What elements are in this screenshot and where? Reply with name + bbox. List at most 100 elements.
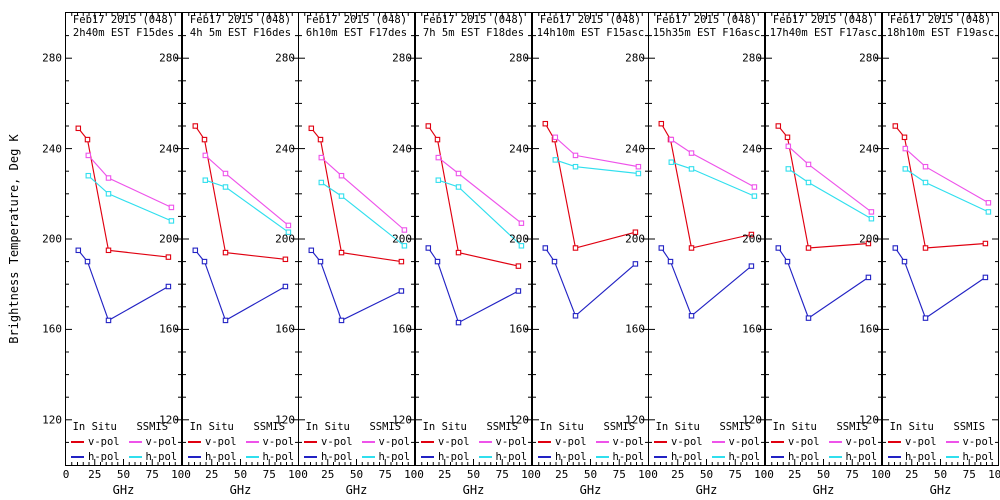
legend-entry-label: v-pol — [262, 435, 295, 448]
data-point-marker — [865, 274, 872, 281]
x-tick-label: 0 — [62, 468, 70, 481]
legend-entry-ssmis-hpol: h-pol — [707, 451, 765, 463]
series-in-situ-v-pol — [308, 125, 405, 265]
data-point-marker — [518, 220, 525, 226]
data-point-marker — [105, 175, 112, 181]
y-tick-label: 160 — [275, 322, 295, 336]
legend-line-swatch — [595, 440, 609, 443]
legend-entry-label: h-pol — [905, 450, 937, 463]
data-point-marker — [751, 193, 758, 199]
x-tick-label: 75 — [845, 468, 859, 481]
data-point-marker — [285, 222, 292, 229]
data-point-marker — [285, 229, 292, 235]
x-axis-title: GHz — [462, 483, 485, 497]
plot-area-svg — [883, 13, 998, 465]
y-tick-label: 200 — [42, 232, 62, 246]
legend-entry-label: h-pol — [845, 450, 878, 463]
y-tick-label: 200 — [742, 232, 762, 246]
axis-ticks — [299, 13, 414, 465]
data-point-marker — [318, 179, 325, 186]
y-tick-label: 280 — [159, 51, 179, 65]
y-tick-label: 280 — [625, 51, 645, 65]
plot-area-svg — [533, 13, 648, 465]
x-tick-label: 25 — [671, 468, 685, 481]
data-point-marker — [632, 261, 639, 267]
data-point-marker — [785, 166, 792, 172]
legend-entry-insitu-hpol: h-pol — [533, 451, 591, 463]
data-point-marker — [865, 240, 872, 247]
y-tick-label: 120 — [859, 413, 879, 427]
x-tick-label: 50 — [933, 468, 948, 481]
data-point-marker — [282, 256, 289, 263]
legend-header-row: In Situ SSMIS — [66, 419, 181, 434]
y-tick-label: 120 — [275, 413, 295, 427]
legend-header-ssmis: SSMIS — [369, 420, 402, 433]
legend-entry-label: v-pol — [205, 435, 237, 448]
panel-title-date: Feb17 2015 (048) — [889, 14, 992, 26]
data-point-marker — [168, 218, 175, 224]
legend-entry-label: h-pol — [728, 450, 761, 463]
legend-row: v-pol v-pol — [649, 434, 764, 449]
legend-entry-ssmis-hpol: h-pol — [474, 451, 532, 463]
series-ssmis-h-pol — [85, 172, 175, 224]
series-in-situ-v-pol — [892, 123, 989, 251]
legend-row: h-pol h-pol — [766, 449, 881, 464]
legend-line-swatch — [654, 440, 667, 443]
x-tick-label: 100 — [754, 468, 774, 481]
y-tick-label: 200 — [859, 232, 879, 246]
series-ssmis-v-pol — [552, 134, 642, 170]
legend-entry-insitu-hpol: h-pol — [299, 451, 357, 463]
y-tick-label: 120 — [509, 413, 529, 427]
legend-entry-insitu-hpol: h-pol — [183, 451, 241, 463]
x-axis-title: GHz — [812, 483, 835, 497]
data-point-marker — [202, 152, 209, 159]
axis-ticks — [649, 13, 764, 465]
data-point-marker — [455, 170, 462, 177]
series-ssmis-v-pol — [202, 152, 292, 229]
panel-title-date: Feb17 2015 (048) — [772, 14, 875, 26]
data-point-marker — [202, 177, 209, 183]
data-point-marker — [105, 191, 112, 197]
legend-entry-label: v-pol — [88, 435, 120, 448]
legend-line-swatch — [711, 455, 725, 458]
legend-entry-ssmis-hpol: h-pol — [591, 451, 649, 463]
data-point-marker — [688, 313, 695, 319]
legend-entry-label: h-pol — [205, 450, 237, 463]
legend-entry-insitu-vpol: v-pol — [416, 436, 474, 448]
data-point-marker — [785, 143, 792, 150]
data-point-marker — [192, 247, 199, 254]
legend-entry-label: h-pol — [321, 450, 353, 463]
legend-line-swatch — [828, 440, 842, 443]
x-tick-label: 50 — [816, 468, 831, 481]
legend-entry-insitu-vpol: v-pol — [299, 436, 357, 448]
panel-title-date: Feb17 2015 (048) — [539, 14, 642, 26]
x-tick-label: 25 — [205, 468, 219, 481]
legend-line-swatch — [771, 455, 784, 458]
x-tick-label: 75 — [495, 468, 509, 481]
series-in-situ-v-pol — [425, 123, 522, 269]
legend-line-swatch — [538, 455, 551, 458]
plot-area-svg — [183, 13, 298, 465]
legend-header-insitu: In Situ — [305, 420, 350, 433]
legend-entry-ssmis-vpol: v-pol — [707, 436, 765, 448]
x-tick-label: 75 — [145, 468, 159, 481]
legend-line-swatch — [888, 440, 901, 443]
legend-entry-label: h-pol — [438, 450, 470, 463]
data-point-marker — [168, 204, 175, 211]
legend-row: v-pol v-pol — [766, 434, 881, 449]
data-point-marker — [318, 154, 325, 161]
legend-entry-label: h-pol — [262, 450, 295, 463]
y-tick-label: 160 — [859, 322, 879, 336]
x-tick-label: 25 — [905, 468, 919, 481]
legend-line-swatch — [888, 455, 901, 458]
panel-legend: In Situ SSMIS v-pol v-pol h-pol h-pol — [766, 419, 881, 464]
legend-row: v-pol v-pol — [883, 434, 998, 449]
plot-area-svg — [416, 13, 531, 465]
panel-title-pass: 6h10m EST F17des — [305, 27, 408, 39]
legend-entry-label: v-pol — [378, 435, 411, 448]
data-point-marker — [435, 177, 442, 183]
legend-row: v-pol v-pol — [66, 434, 181, 449]
data-point-marker — [165, 254, 172, 260]
series-ssmis-h-pol — [668, 159, 758, 199]
x-tick-label: 100 — [404, 468, 424, 481]
